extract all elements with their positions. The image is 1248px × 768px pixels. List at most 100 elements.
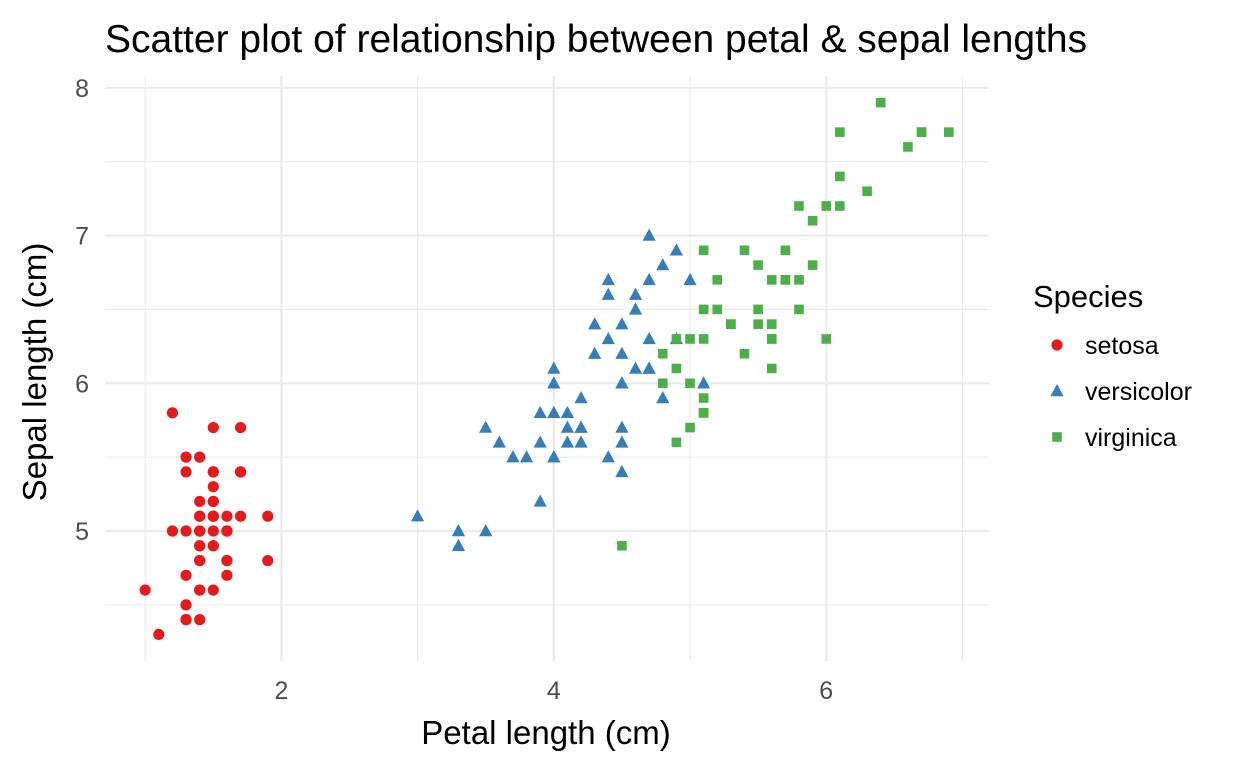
virginica-point	[780, 245, 791, 256]
versicolor-point	[601, 450, 615, 463]
versicolor-point	[506, 450, 520, 463]
x-axis-title: Petal length (cm)	[421, 714, 670, 751]
virginica-point	[835, 127, 845, 137]
legend-title: Species	[1033, 279, 1143, 314]
versicolor-point	[642, 228, 656, 241]
setosa-point	[194, 510, 206, 522]
setosa-point	[194, 554, 206, 567]
versicolor-point	[615, 317, 629, 330]
versicolor-point	[574, 435, 588, 448]
virginica-point	[916, 127, 927, 137]
x-axis-ticks: 2 4 6	[274, 677, 833, 705]
versicolor-point	[533, 494, 547, 507]
legend-key-versicolor	[1050, 384, 1064, 397]
versicolor-point	[615, 376, 629, 389]
virginica-point	[671, 363, 682, 374]
virginica-point	[739, 348, 750, 359]
versicolor-point	[615, 346, 629, 359]
virginica-point	[712, 275, 723, 285]
versicolor-point	[547, 376, 561, 389]
virginica-point	[712, 304, 723, 315]
setosa-point	[180, 599, 192, 611]
setosa-point	[234, 466, 247, 478]
virginica-point	[794, 201, 804, 211]
virginica-point	[726, 319, 736, 329]
virginica-point	[794, 304, 804, 315]
setosa-point	[194, 614, 206, 626]
setosa-point	[221, 569, 233, 581]
virginica-point	[671, 437, 682, 448]
virginica-point	[862, 186, 872, 197]
virginica-point	[766, 363, 777, 374]
virginica-point	[766, 275, 777, 285]
virginica-point	[657, 378, 668, 389]
versicolor-point	[683, 272, 697, 286]
virginica-point	[835, 171, 845, 182]
virginica-point	[807, 215, 818, 226]
virginica-point	[766, 319, 777, 329]
virginica-point	[753, 260, 763, 270]
setosa-point	[207, 481, 219, 493]
versicolor-point	[533, 435, 547, 448]
setosa-point	[180, 525, 192, 537]
legend-label-setosa: setosa	[1085, 332, 1159, 360]
versicolor-point	[656, 391, 670, 404]
virginica-point	[671, 334, 682, 344]
versicolor-point	[628, 302, 643, 315]
virginica-point	[821, 334, 832, 344]
setosa-point	[194, 584, 206, 596]
versicolor-point	[574, 420, 588, 433]
y-tick-label: 7	[75, 223, 89, 251]
legend: Species setosa versicolor virginica	[1033, 279, 1192, 452]
versicolor-point	[547, 405, 561, 419]
setosa-point	[207, 584, 219, 596]
y-tick-label: 5	[75, 518, 89, 546]
y-tick-label: 6	[75, 370, 89, 398]
virginica-point	[698, 408, 709, 418]
versicolor-point	[628, 287, 643, 300]
virginica-point	[698, 334, 709, 344]
setosa-point	[207, 466, 219, 478]
versicolor-point	[451, 538, 466, 551]
x-tick-label: 2	[274, 677, 288, 705]
setosa-point	[207, 510, 219, 522]
setosa-point	[234, 510, 247, 522]
setosa-point	[234, 421, 247, 434]
versicolor-point	[615, 435, 629, 448]
versicolor-point	[588, 317, 602, 330]
setosa-point	[180, 451, 192, 463]
virginica-point	[780, 275, 791, 285]
data-points	[139, 97, 954, 641]
legend-key-setosa	[1051, 339, 1063, 351]
setosa-point	[153, 628, 165, 641]
versicolor-point	[492, 435, 506, 448]
setosa-point	[194, 451, 206, 463]
legend-label-versicolor: versicolor	[1085, 378, 1192, 406]
setosa-point	[262, 510, 274, 522]
versicolor-point	[588, 346, 602, 359]
virginica-point	[835, 201, 845, 211]
setosa-point	[166, 407, 179, 419]
setosa-point	[194, 525, 206, 537]
y-axis-ticks: 5 6 7 8	[75, 75, 89, 546]
versicolor-point	[479, 524, 493, 537]
x-tick-label: 4	[547, 677, 561, 705]
versicolor-point	[642, 361, 656, 374]
versicolor-point	[615, 464, 629, 478]
setosa-point	[139, 584, 151, 596]
versicolor-point	[642, 331, 656, 345]
versicolor-point	[411, 509, 425, 522]
virginica-point	[944, 127, 954, 137]
setosa-point	[207, 495, 219, 508]
virginica-point	[794, 275, 804, 285]
versicolor-point	[547, 361, 561, 374]
versicolor-point	[451, 524, 466, 537]
setosa-point	[180, 466, 192, 478]
versicolor-point	[615, 420, 629, 433]
x-tick-label: 6	[819, 677, 833, 705]
virginica-point	[821, 201, 832, 211]
virginica-point	[685, 378, 695, 389]
versicolor-point	[656, 258, 670, 271]
virginica-point	[766, 334, 777, 344]
